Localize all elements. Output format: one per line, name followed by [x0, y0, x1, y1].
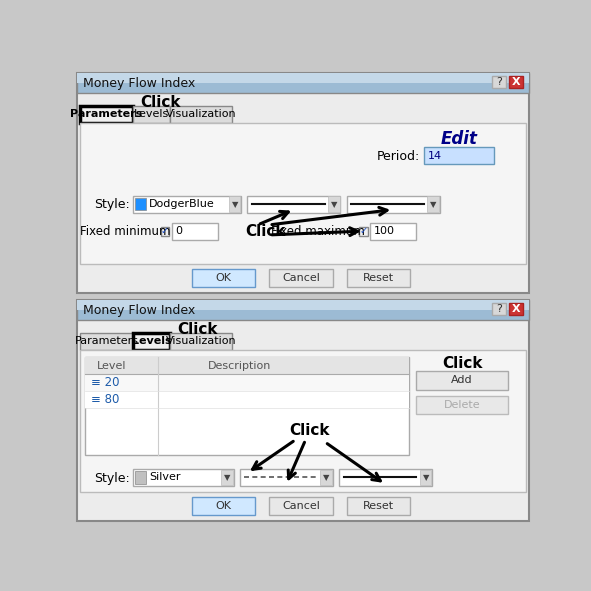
FancyBboxPatch shape [347, 269, 410, 287]
FancyBboxPatch shape [417, 396, 508, 414]
Text: Style:: Style: [94, 472, 129, 485]
FancyBboxPatch shape [221, 470, 233, 485]
Text: Level: Level [97, 361, 126, 371]
FancyBboxPatch shape [170, 333, 232, 350]
FancyBboxPatch shape [240, 469, 333, 486]
Text: Levels: Levels [134, 109, 169, 119]
Text: X: X [512, 304, 521, 314]
FancyBboxPatch shape [417, 371, 508, 389]
Text: Style:: Style: [94, 199, 129, 212]
FancyBboxPatch shape [161, 227, 169, 236]
FancyBboxPatch shape [347, 196, 440, 213]
Text: Money Flow Index: Money Flow Index [83, 77, 196, 90]
FancyBboxPatch shape [133, 333, 170, 350]
Text: Edit: Edit [440, 130, 478, 148]
Text: 0: 0 [176, 226, 183, 236]
Text: ✓: ✓ [359, 226, 368, 236]
FancyBboxPatch shape [77, 73, 529, 93]
Text: Reset: Reset [363, 501, 394, 511]
FancyBboxPatch shape [77, 300, 529, 320]
FancyBboxPatch shape [171, 223, 218, 239]
FancyBboxPatch shape [347, 496, 410, 515]
FancyBboxPatch shape [328, 196, 340, 212]
Text: Reset: Reset [363, 273, 394, 283]
FancyBboxPatch shape [85, 391, 408, 408]
Text: ▼: ▼ [430, 200, 437, 209]
Text: ✓: ✓ [161, 226, 169, 236]
Text: ▼: ▼ [224, 473, 230, 482]
Text: ▼: ▼ [423, 473, 429, 482]
Text: Fixed maximum: Fixed maximum [271, 225, 365, 238]
Text: Description: Description [208, 361, 271, 371]
Text: Visualization: Visualization [165, 109, 236, 119]
FancyBboxPatch shape [229, 196, 241, 212]
FancyBboxPatch shape [135, 471, 146, 483]
Text: ▼: ▼ [323, 473, 330, 482]
FancyBboxPatch shape [80, 350, 526, 492]
Text: Delete: Delete [444, 400, 480, 410]
Text: 100: 100 [374, 226, 395, 236]
FancyBboxPatch shape [269, 269, 333, 287]
Text: Click: Click [443, 356, 483, 371]
Text: 14: 14 [428, 151, 442, 161]
FancyBboxPatch shape [339, 469, 432, 486]
FancyBboxPatch shape [320, 470, 332, 485]
Text: Silver: Silver [149, 472, 180, 482]
FancyBboxPatch shape [248, 196, 340, 213]
Text: OK: OK [216, 273, 232, 283]
Text: ?: ? [496, 304, 502, 314]
FancyBboxPatch shape [427, 196, 439, 212]
Text: Fixed minimum: Fixed minimum [80, 225, 171, 238]
FancyBboxPatch shape [269, 496, 333, 515]
Text: Visualization: Visualization [165, 336, 236, 346]
FancyBboxPatch shape [509, 76, 524, 88]
FancyBboxPatch shape [170, 106, 232, 122]
Text: Cancel: Cancel [282, 501, 320, 511]
Text: Click: Click [141, 95, 181, 110]
FancyBboxPatch shape [85, 358, 408, 455]
FancyBboxPatch shape [135, 198, 146, 210]
Text: ▼: ▼ [232, 200, 238, 209]
Text: Cancel: Cancel [282, 273, 320, 283]
Text: ≡ 20: ≡ 20 [91, 376, 119, 389]
FancyBboxPatch shape [191, 269, 255, 287]
Text: OK: OK [216, 501, 232, 511]
FancyBboxPatch shape [133, 469, 233, 486]
FancyBboxPatch shape [133, 196, 241, 213]
FancyBboxPatch shape [420, 470, 431, 485]
Text: Period:: Period: [377, 150, 420, 163]
Text: Click: Click [178, 322, 218, 337]
FancyBboxPatch shape [424, 147, 494, 164]
FancyBboxPatch shape [77, 300, 529, 310]
Text: Money Flow Index: Money Flow Index [83, 304, 196, 317]
Text: Parameters: Parameters [70, 109, 142, 119]
FancyBboxPatch shape [80, 122, 526, 264]
Text: DodgerBlue: DodgerBlue [149, 199, 215, 209]
FancyBboxPatch shape [370, 223, 417, 239]
FancyBboxPatch shape [191, 496, 255, 515]
FancyBboxPatch shape [77, 300, 529, 521]
FancyBboxPatch shape [492, 303, 506, 315]
FancyBboxPatch shape [509, 303, 524, 315]
FancyBboxPatch shape [77, 73, 529, 83]
Text: Add: Add [452, 375, 473, 385]
FancyBboxPatch shape [80, 106, 133, 122]
FancyBboxPatch shape [133, 106, 170, 122]
FancyBboxPatch shape [77, 73, 529, 294]
Text: Parameters: Parameters [74, 336, 138, 346]
Text: Click: Click [245, 223, 285, 239]
FancyBboxPatch shape [80, 333, 133, 350]
Text: Click: Click [289, 423, 330, 438]
Text: ▼: ▼ [331, 200, 337, 209]
FancyBboxPatch shape [359, 227, 368, 236]
FancyBboxPatch shape [85, 358, 408, 374]
Text: ≡ 80: ≡ 80 [91, 393, 119, 406]
FancyBboxPatch shape [492, 76, 506, 88]
Text: Levels: Levels [132, 336, 171, 346]
Text: X: X [512, 77, 521, 87]
Text: ?: ? [496, 77, 502, 87]
FancyBboxPatch shape [85, 374, 408, 391]
